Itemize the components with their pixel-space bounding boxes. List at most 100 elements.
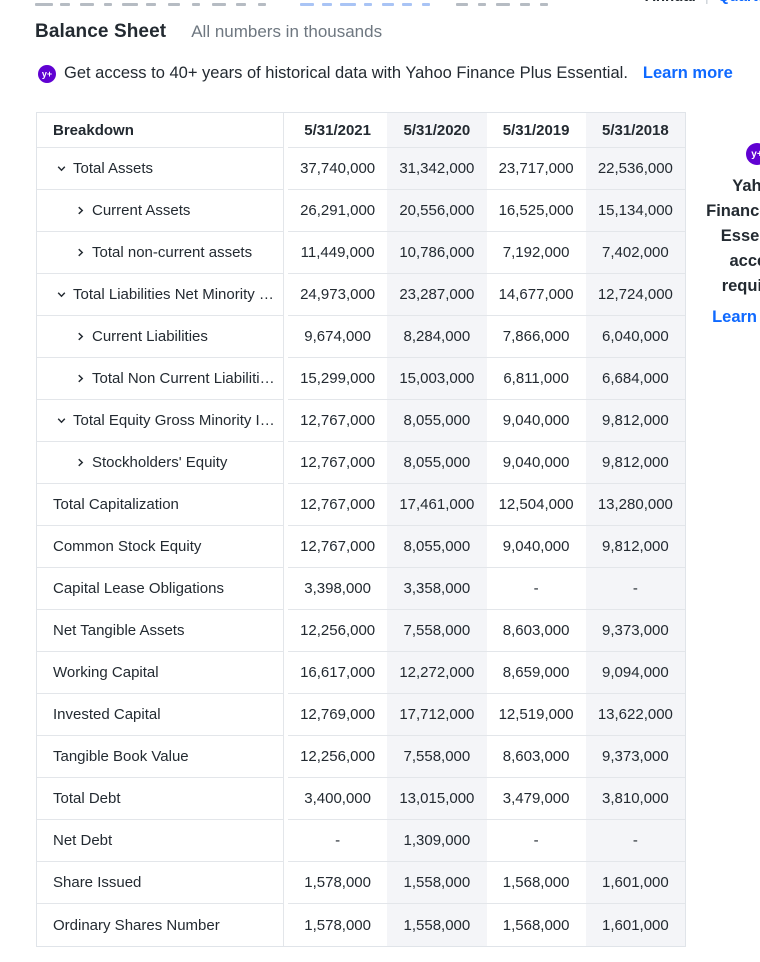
row-label: Total Debt	[53, 790, 121, 807]
value-cell: -	[585, 568, 685, 610]
breakdown-cell[interactable]: Current Assets	[37, 190, 284, 232]
breakdown-cell[interactable]: Total Equity Gross Minority Interest	[37, 400, 284, 442]
breakdown-cell[interactable]: Total Assets	[37, 148, 284, 190]
chevron-right-icon[interactable]	[73, 372, 87, 386]
breakdown-cell: Net Debt	[37, 820, 284, 862]
breakdown-cell: Common Stock Equity	[37, 526, 284, 568]
yahoo-plus-icon: y+	[38, 64, 56, 83]
chevron-right-icon[interactable]	[73, 246, 87, 260]
clipped-nav-text-fragment	[300, 3, 314, 6]
value-cell: 6,040,000	[585, 316, 685, 358]
chevron-down-icon[interactable]	[54, 288, 68, 302]
table-row: Current Liabilities 9,674,000 8,284,000 7,8…	[37, 316, 685, 358]
value-cell: 1,578,000	[304, 916, 371, 934]
table-row: Working Capital 16,617,000 12,272,000 8,659…	[37, 652, 685, 694]
value-cell: 23,717,000	[486, 148, 586, 190]
chevron-right-icon[interactable]	[73, 204, 87, 218]
row-label: Share Issued	[53, 874, 142, 891]
value-cell: 13,622,000	[585, 694, 685, 736]
column-gap	[284, 274, 288, 316]
value-cell: 7,866,000	[486, 316, 586, 358]
breakdown-cell[interactable]: Stockholders' Equity	[37, 442, 284, 484]
chevron-right-icon[interactable]	[73, 330, 87, 344]
value-cell: 13,280,000	[585, 484, 685, 526]
clipped-nav-text-fragment	[192, 3, 200, 6]
value-cell: -	[486, 820, 586, 862]
value-cell: 15,134,000	[585, 190, 685, 232]
value-cell: 9,812,000	[585, 442, 685, 484]
value-cell: 9,040,000	[486, 526, 586, 568]
sidebar-learn-more-link[interactable]: Learn more	[712, 308, 760, 326]
value-cell: 8,284,000	[387, 316, 487, 358]
chevron-right-icon[interactable]	[73, 456, 87, 470]
value-cell: 1,568,000	[502, 916, 570, 934]
value-cell: 12,272,000	[387, 652, 487, 694]
row-label: Net Debt	[53, 832, 113, 849]
value-cell: 3,810,000	[585, 778, 685, 820]
breakdown-cell[interactable]: Total non-current assets	[37, 232, 284, 274]
annual-toggle-button[interactable]: Annual	[645, 0, 696, 5]
value-cell: 1,558,000	[387, 862, 487, 904]
value-cell: 20,556,000	[387, 190, 487, 232]
chevron-down-icon[interactable]	[54, 414, 68, 428]
value-cell: 8,659,000	[486, 652, 586, 694]
clipped-nav-text-fragment	[322, 3, 332, 6]
column-gap	[284, 148, 288, 190]
sidebar-upsell-text: Yahoo Finance Plus Essential access required…	[704, 174, 760, 299]
column-gap	[284, 232, 288, 274]
row-label: Current Liabilities	[92, 328, 208, 345]
breakdown-cell[interactable]: Current Liabilities	[37, 316, 284, 358]
clipped-nav-text-fragment	[382, 3, 394, 6]
column-gap	[284, 652, 288, 694]
column-gap	[284, 400, 288, 442]
value-cell: 8,055,000	[387, 526, 487, 568]
value-cell: 12,769,000	[288, 694, 388, 736]
value-cell: 9,812,000	[585, 526, 685, 568]
value-cell: 12,767,000	[288, 484, 388, 526]
breakdown-cell[interactable]: Total Liabilities Net Minority Interest	[37, 274, 284, 316]
value-cell: 12,504,000	[486, 484, 586, 526]
column-gap	[284, 526, 288, 568]
column-header: 5/31/2019	[486, 113, 586, 148]
breakdown-cell: Share Issued	[37, 862, 284, 904]
breakdown-cell: Working Capital	[37, 652, 284, 694]
value-cell: 1,601,000	[585, 904, 685, 946]
page-title: Balance Sheet	[35, 21, 167, 42]
value-cell: 9,674,000	[288, 316, 388, 358]
promo-learn-more-link[interactable]: Learn more	[642, 64, 733, 82]
chevron-down-icon[interactable]	[54, 162, 68, 176]
value-cell: 7,192,000	[486, 232, 586, 274]
column-gap	[284, 316, 288, 358]
value-cell: 26,291,000	[288, 190, 388, 232]
breakdown-cell[interactable]: Total Non Current Liabilities Net Minori…	[37, 358, 284, 400]
clipped-nav-text-fragment	[540, 3, 548, 6]
clipped-nav-text-fragment	[122, 3, 138, 6]
table-row: Tangible Book Value 12,256,000 7,558,000 8,…	[37, 736, 685, 778]
value-cell: 9,812,000	[585, 400, 685, 442]
quarterly-toggle-button[interactable]: Quarterly	[718, 0, 760, 5]
column-gap	[284, 862, 288, 904]
clipped-nav-text-fragment	[80, 3, 94, 6]
value-cell: 3,358,000	[387, 568, 487, 610]
value-cell: 1,568,000	[486, 862, 586, 904]
balance-sheet-table: Breakdown 5/31/2021 5/31/2020 5/31/2019 5/31…	[36, 112, 686, 947]
header-row: Breakdown 5/31/2021 5/31/2020 5/31/2019 5/31…	[37, 113, 685, 148]
clipped-nav-text-fragment	[168, 3, 180, 6]
value-cell: 1,558,000	[387, 904, 487, 946]
table-row: Total non-current assets 11,449,000 10,786…	[37, 232, 685, 274]
table-row: Capital Lease Obligations 3,398,000 3,358,…	[37, 568, 685, 610]
column-gap	[284, 190, 288, 232]
title-row: Balance Sheet All numbers in thousands	[35, 21, 382, 43]
clipped-nav-text-fragment	[402, 3, 412, 6]
clipped-nav-text-fragment	[456, 3, 468, 6]
value-cell: 12,767,000	[288, 400, 388, 442]
value-cell: 3,398,000	[288, 568, 388, 610]
row-label: Common Stock Equity	[53, 538, 202, 555]
clipped-nav-text-fragment	[60, 3, 70, 6]
table-row: Share Issued 1,578,000 1,558,000 1,568,000 1…	[37, 862, 685, 904]
value-cell: 9,373,000	[585, 736, 685, 778]
column-header: 5/31/2018	[585, 113, 685, 148]
row-label: Total non-current assets	[92, 244, 253, 261]
sidebar-upsell-line: Essential	[720, 227, 760, 245]
